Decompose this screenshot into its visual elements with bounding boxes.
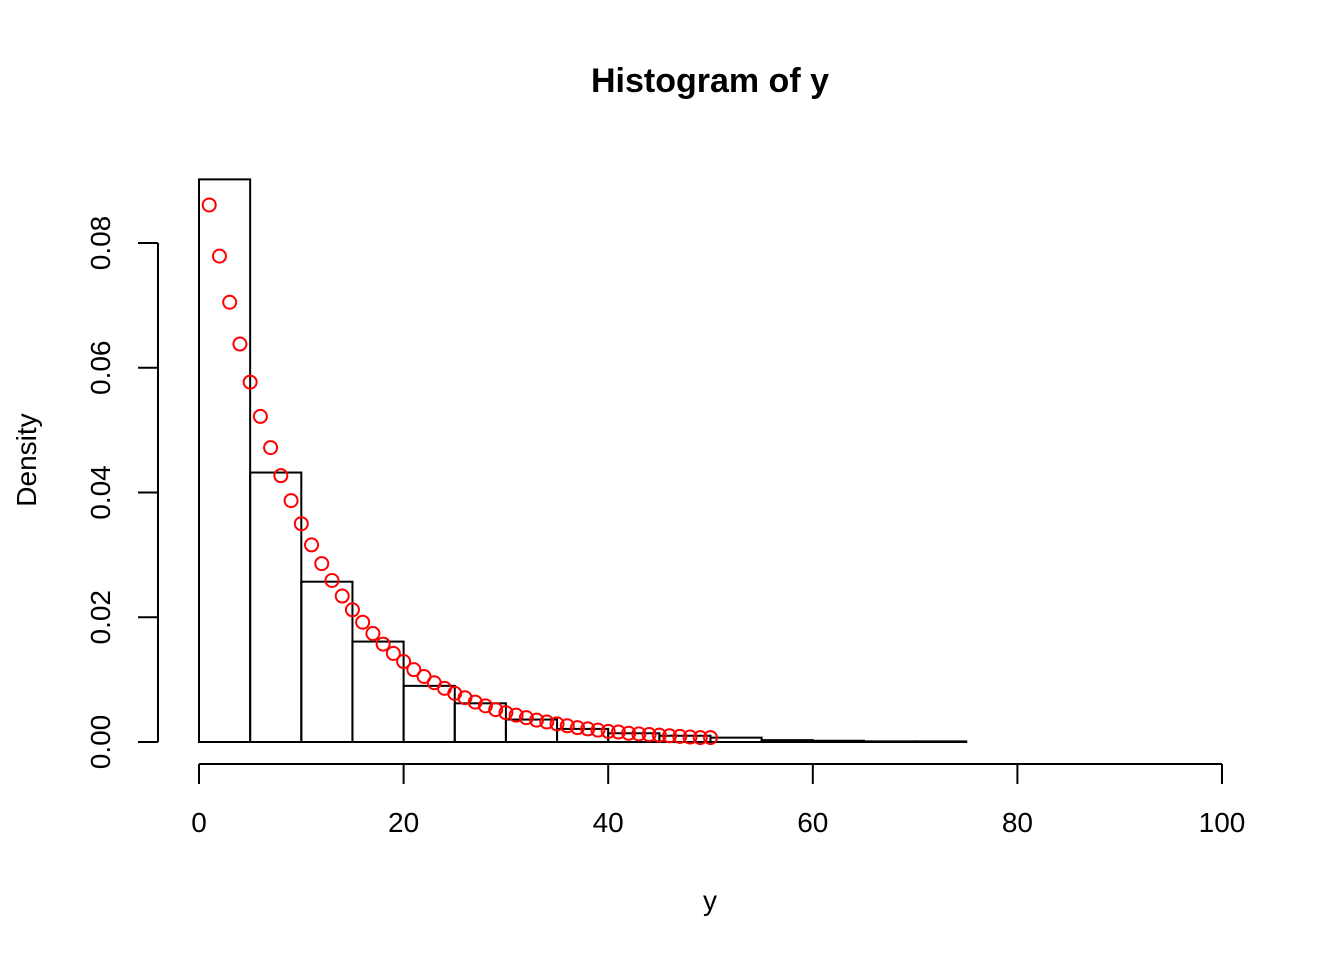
density-point	[488, 702, 504, 718]
x-tick-label: 0	[191, 807, 207, 838]
density-point	[703, 730, 718, 746]
histogram-bar	[811, 739, 865, 744]
histogram-bar	[351, 640, 405, 743]
chart-title: Histogram of y	[591, 62, 829, 100]
density-point	[273, 468, 289, 484]
density-point	[242, 374, 258, 390]
density-point	[600, 723, 616, 739]
density-point	[529, 712, 545, 728]
histogram-bar	[300, 580, 354, 743]
density-point	[631, 726, 647, 742]
density-point	[263, 440, 279, 456]
density-point	[252, 408, 268, 424]
density-point	[610, 724, 626, 740]
density-point	[580, 721, 596, 737]
histogram-bar	[709, 736, 763, 743]
density-point	[498, 705, 514, 721]
density-point	[467, 694, 483, 710]
histogram-bar	[914, 740, 968, 743]
x-tick-label: 60	[797, 807, 828, 838]
density-point	[396, 654, 412, 670]
y-tick-label: 0.02	[85, 590, 116, 645]
density-point	[211, 248, 227, 264]
density-point	[641, 727, 657, 743]
histogram-bars	[198, 178, 968, 744]
density-point	[365, 625, 381, 641]
density-point	[201, 197, 217, 213]
histogram-bar	[760, 739, 814, 743]
density-point	[324, 572, 340, 588]
density-point	[375, 636, 391, 652]
density-point	[304, 537, 320, 553]
density-point	[334, 588, 350, 604]
x-tick-label: 20	[388, 807, 419, 838]
density-point	[539, 714, 555, 730]
histogram-bar	[198, 178, 252, 743]
density-point	[662, 728, 678, 744]
histogram-bar	[249, 471, 303, 743]
density-point	[549, 716, 565, 732]
x-tick-label: 80	[1002, 807, 1033, 838]
x-axis: 0 20 40 60 80 100	[191, 763, 1246, 838]
density-point	[477, 698, 493, 714]
x-axis-label: y	[703, 885, 717, 916]
x-tick-label: 40	[593, 807, 624, 838]
density-point	[293, 516, 309, 532]
y-axis: 0.00 0.02 0.04 0.06 0.08	[85, 216, 159, 770]
density-point	[355, 614, 371, 630]
density-point	[518, 710, 534, 726]
density-point	[385, 645, 401, 661]
density-point	[283, 493, 299, 509]
density-point	[559, 718, 575, 734]
y-tick-label: 0.00	[85, 715, 116, 770]
x-tick-label: 100	[1199, 807, 1246, 838]
y-tick-label: 0.04	[85, 465, 116, 520]
density-point	[651, 727, 667, 743]
density-point	[692, 730, 708, 746]
density-point	[570, 720, 586, 736]
y-tick-label: 0.08	[85, 216, 116, 271]
density-point	[590, 722, 606, 738]
density-point	[682, 729, 698, 745]
density-point	[621, 725, 637, 741]
density-point	[314, 556, 330, 572]
density-point	[406, 662, 422, 678]
density-point	[344, 602, 360, 618]
density-point	[222, 294, 238, 310]
y-axis-label: Density	[11, 413, 42, 506]
density-point	[508, 707, 524, 723]
density-point	[232, 336, 248, 352]
histogram-bar	[862, 740, 917, 743]
density-point	[672, 728, 688, 744]
y-tick-label: 0.06	[85, 341, 116, 396]
density-points	[201, 197, 718, 746]
